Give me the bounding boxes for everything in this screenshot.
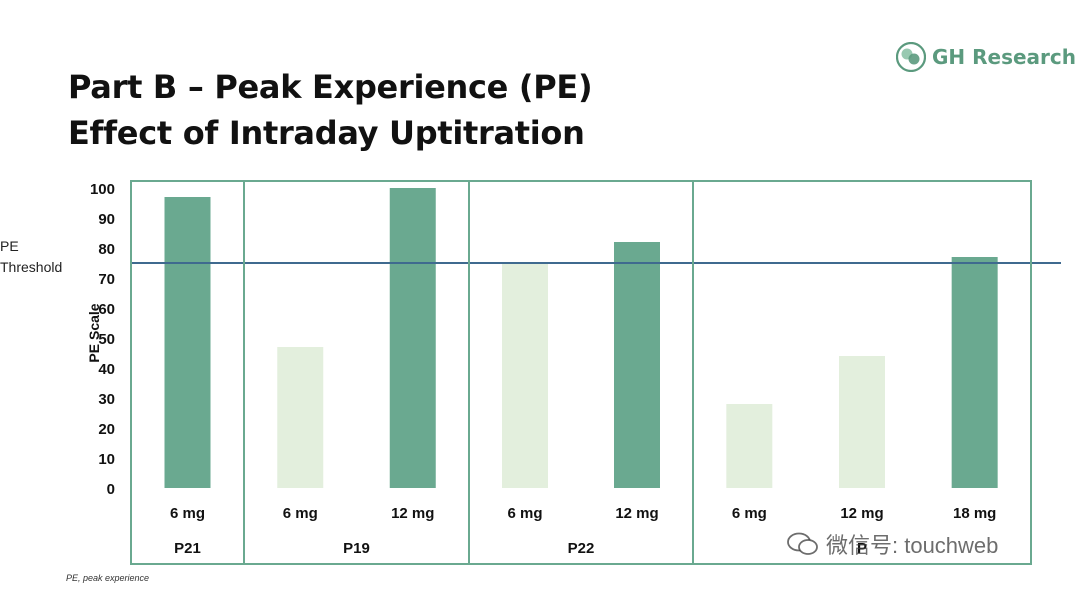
- y-tick-label: 70: [98, 271, 115, 288]
- footnote: PE, peak experience: [66, 573, 150, 583]
- dose-label: 6 mg: [170, 505, 205, 522]
- page-title: Part B – Peak Experience (PE) Effect of …: [68, 64, 593, 156]
- company-logo: GH Research: [896, 40, 1076, 74]
- y-tick-label: 10: [98, 451, 115, 468]
- y-tick-label: 50: [98, 331, 115, 348]
- y-tick-label: 100: [90, 181, 115, 198]
- dose-label: 6 mg: [732, 505, 767, 522]
- bar-P22-6mg: [502, 263, 548, 488]
- dose-label: 12 mg: [391, 505, 434, 522]
- group-frame: [692, 180, 1032, 565]
- y-tick-label: 90: [98, 211, 115, 228]
- threshold-label: PE Threshold: [0, 238, 63, 275]
- watermark-text: 微信号: touchweb: [826, 533, 999, 558]
- y-tick-label: 60: [98, 301, 115, 318]
- wechat-icon: [787, 532, 818, 555]
- bar-P19-12mg: [389, 188, 436, 488]
- bar-P19-6mg: [277, 347, 324, 488]
- patient-label: P: [857, 540, 867, 557]
- y-tick-label: 30: [98, 391, 115, 408]
- patient-label: P19: [343, 540, 370, 557]
- dose-label: 6 mg: [507, 505, 542, 522]
- y-tick-label: 0: [107, 481, 115, 498]
- bar-P21-6mg: [164, 197, 211, 488]
- title-line-2: Effect of Intraday Uptitration: [68, 114, 585, 152]
- bar-P-12mg: [839, 356, 885, 488]
- y-tick-label: 80: [98, 241, 115, 258]
- patient-label: P22: [568, 540, 595, 557]
- bar-P-6mg: [726, 404, 773, 488]
- logo-circles-icon: [896, 42, 926, 72]
- y-tick-label: 40: [98, 361, 115, 378]
- dose-label: 18 mg: [953, 505, 996, 522]
- dose-label: 12 mg: [615, 505, 658, 522]
- patient-label: P21: [174, 540, 201, 557]
- dose-label: 6 mg: [283, 505, 318, 522]
- y-tick-label: 20: [98, 421, 115, 438]
- watermark: 微信号: touchweb: [786, 528, 998, 560]
- logo-text: GH Research: [932, 45, 1077, 69]
- bar-P22-12mg: [614, 242, 660, 488]
- title-line-1: Part B – Peak Experience (PE): [68, 68, 593, 106]
- dose-label: 12 mg: [840, 505, 883, 522]
- bar-P-18mg: [951, 257, 998, 488]
